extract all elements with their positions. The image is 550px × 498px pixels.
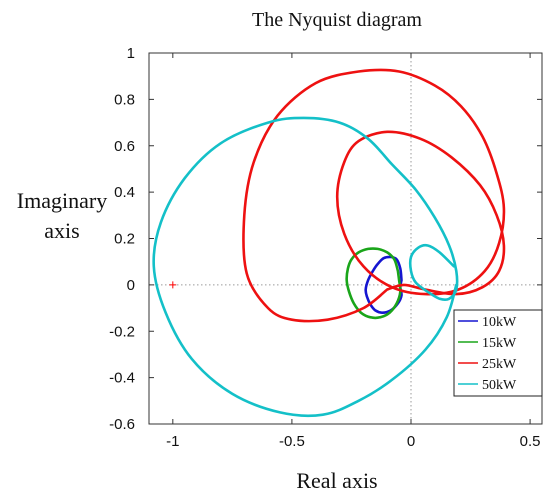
y-tick-label: -0.4 <box>109 370 135 387</box>
legend-label-15kw: 15kW <box>482 336 517 351</box>
x-tick-label: 0 <box>407 433 415 450</box>
critical-point-marker <box>169 281 177 289</box>
y-tick-label: -0.6 <box>109 416 135 433</box>
x-tick-label: -1 <box>166 433 179 450</box>
series-15kw-curve <box>345 247 402 320</box>
y-tick-label: 0.8 <box>114 91 135 108</box>
y-tick-label: 0.4 <box>114 184 135 201</box>
legend-label-25kw: 25kW <box>482 357 517 372</box>
x-tick-label: 0.5 <box>520 433 541 450</box>
y-axis-label-line-1: Imaginary <box>17 188 107 213</box>
legend-label-10kw: 10kW <box>482 315 517 330</box>
y-tick-label: 0 <box>127 277 135 294</box>
series-layer <box>152 68 506 418</box>
x-tick-label: -0.5 <box>279 433 305 450</box>
grid-layer <box>149 53 542 424</box>
series-50kw-curve <box>152 116 459 418</box>
y-tick-label: 0.6 <box>114 138 135 155</box>
legend: 10kW 15kW 25kW 50kW <box>453 309 543 397</box>
chart-title: The Nyquist diagram <box>252 9 422 31</box>
y-tick-label: 1 <box>127 45 135 62</box>
y-tick-label: 0.2 <box>114 231 135 248</box>
tick-layer: -1 -0.5 0 0.5 -0.6 -0.4 -0.2 0 0.2 0.4 0.6 0.8 1 <box>109 45 542 450</box>
y-tick-label: -0.2 <box>109 323 135 340</box>
x-axis-label: Real axis <box>296 468 377 493</box>
legend-label-50kw: 50kW <box>482 378 517 393</box>
legend-box <box>453 309 543 397</box>
y-axis-label-line-2: axis <box>44 218 79 243</box>
series-25kw-curve <box>242 68 506 323</box>
